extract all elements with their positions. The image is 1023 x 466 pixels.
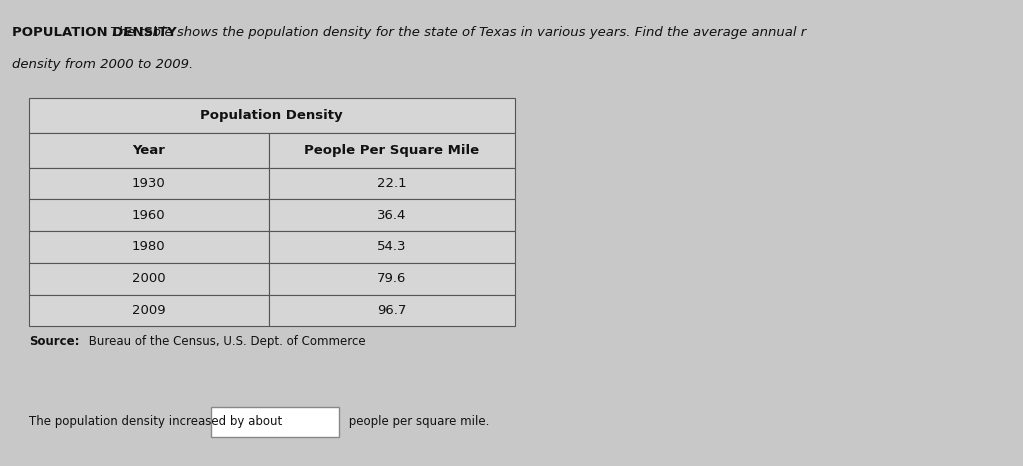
Bar xyxy=(269,199,515,231)
Text: 1980: 1980 xyxy=(132,240,166,254)
Text: Source:: Source: xyxy=(29,335,79,348)
Text: 2000: 2000 xyxy=(132,272,166,285)
Bar xyxy=(269,168,515,199)
Text: 36.4: 36.4 xyxy=(377,209,406,222)
Text: 22.1: 22.1 xyxy=(377,177,406,190)
Text: 79.6: 79.6 xyxy=(377,272,406,285)
Bar xyxy=(211,406,339,437)
Text: People Per Square Mile: People Per Square Mile xyxy=(304,144,480,157)
Text: 54.3: 54.3 xyxy=(377,240,406,254)
Bar xyxy=(29,295,269,326)
Text: Bureau of the Census, U.S. Dept. of Commerce: Bureau of the Census, U.S. Dept. of Comm… xyxy=(85,335,365,348)
Text: The population density increased by about: The population density increased by abou… xyxy=(29,415,285,428)
Text: 96.7: 96.7 xyxy=(377,304,406,317)
Bar xyxy=(29,168,269,199)
Text: POPULATION DENSITY: POPULATION DENSITY xyxy=(12,26,177,39)
Bar xyxy=(269,133,515,168)
Bar xyxy=(269,263,515,295)
Bar xyxy=(269,231,515,263)
Text: The table shows the population density for the state of Texas in various years. : The table shows the population density f… xyxy=(106,26,807,39)
Bar xyxy=(29,231,269,263)
Text: 1930: 1930 xyxy=(132,177,166,190)
Text: Population Density: Population Density xyxy=(201,109,343,122)
Text: density from 2000 to 2009.: density from 2000 to 2009. xyxy=(12,58,193,71)
Bar xyxy=(29,98,515,133)
Bar xyxy=(29,199,269,231)
Bar xyxy=(269,295,515,326)
Bar xyxy=(29,133,269,168)
Text: people per square mile.: people per square mile. xyxy=(345,415,489,428)
Text: 1960: 1960 xyxy=(132,209,166,222)
Text: Year: Year xyxy=(132,144,166,157)
Bar xyxy=(29,263,269,295)
Text: 2009: 2009 xyxy=(132,304,166,317)
